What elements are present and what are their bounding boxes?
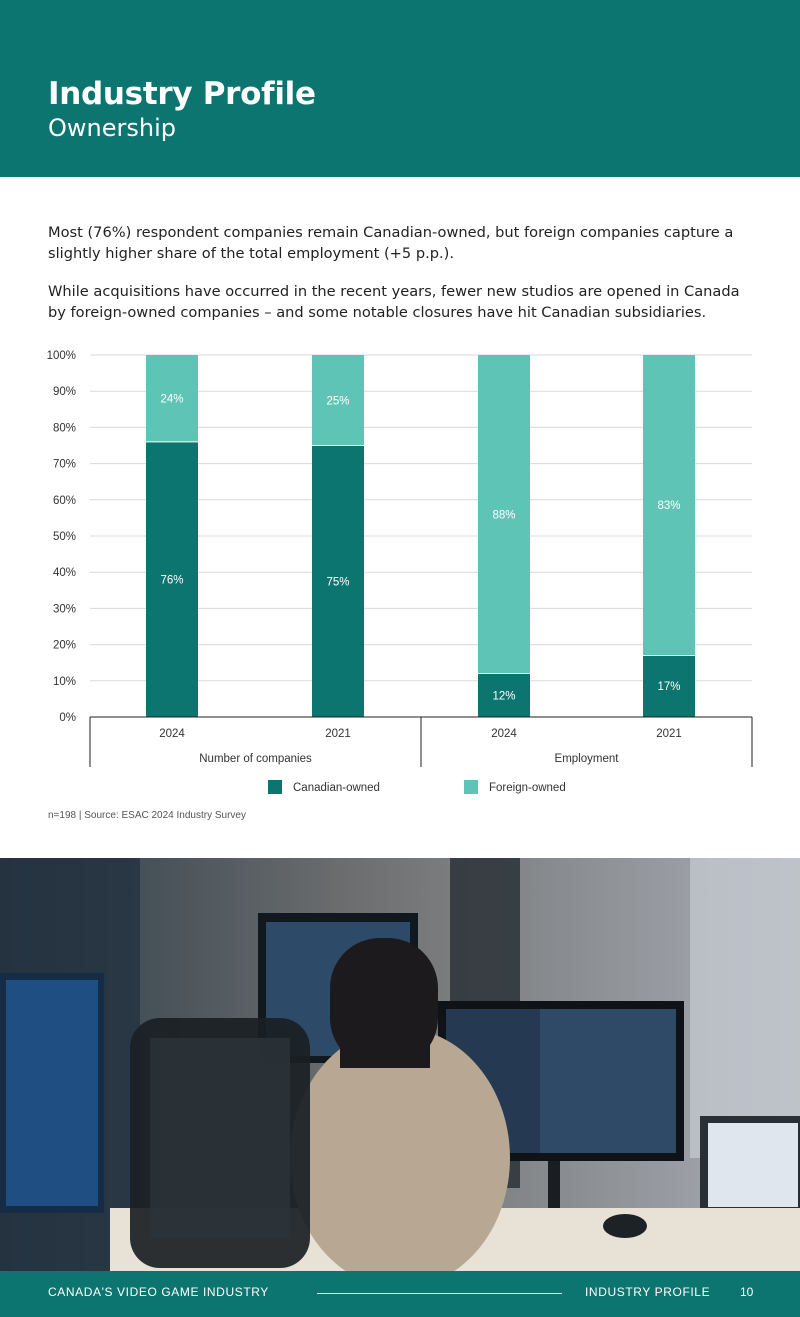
data-label-foreign-owned: 25% <box>326 395 349 407</box>
ownership-chart: 0% 10% 20% 30% 40% 50% 60% 70% 80% 90% 100% 76% 24% 2… <box>47 350 753 794</box>
y-tick-label: 10% <box>53 676 76 688</box>
footer-divider <box>317 1293 562 1294</box>
data-label-foreign-owned: 88% <box>492 509 515 521</box>
y-tick-label: 70% <box>53 459 76 471</box>
y-tick-label: 50% <box>53 531 76 543</box>
bar-foreign-owned <box>478 355 530 674</box>
intro-paragraph-2: While acquisitions have occurred in the … <box>48 283 740 321</box>
page-title: Industry Profile <box>48 76 316 112</box>
bar-canadian-owned <box>312 445 364 717</box>
source-note: n=198 | Source: ESAC 2024 Industry Surve… <box>48 810 246 821</box>
bar-foreign-owned <box>643 355 695 656</box>
y-tick-label: 0% <box>59 712 76 724</box>
intro-paragraph-1: Most (76%) respondent companies remain C… <box>48 224 734 262</box>
bar-foreign-owned <box>146 355 198 442</box>
page-number: 10 <box>740 1285 754 1299</box>
data-label-foreign-owned: 83% <box>657 500 680 512</box>
x-tick-label: 2021 <box>325 728 351 740</box>
bar-foreign-owned <box>312 355 364 446</box>
legend-label: Foreign-owned <box>489 782 566 794</box>
group-label: Number of companies <box>199 753 312 765</box>
data-label-canadian-owned: 17% <box>657 681 680 693</box>
y-tick-label: 80% <box>53 422 76 434</box>
data-label-canadian-owned: 76% <box>160 574 183 586</box>
y-tick-label: 60% <box>53 495 76 507</box>
y-tick-label: 90% <box>53 386 76 398</box>
legend-swatch <box>268 780 282 794</box>
page-header: Industry Profile Ownership <box>0 0 800 177</box>
developer-at-desk-illustration <box>0 858 800 1271</box>
x-tick-label: 2021 <box>656 728 682 740</box>
data-label-canadian-owned: 75% <box>326 576 349 588</box>
y-tick-label: 40% <box>53 567 76 579</box>
legend-swatch <box>464 780 478 794</box>
bar-canadian-owned <box>643 655 695 717</box>
page-footer: CANADA'S VIDEO GAME INDUSTRY INDUSTRY PR… <box>0 1271 800 1317</box>
page-subtitle: Ownership <box>48 114 176 142</box>
bar-canadian-owned <box>146 441 198 717</box>
intro-text: Most (76%) respondent companies remain C… <box>48 222 758 340</box>
x-tick-label: 2024 <box>491 728 517 740</box>
footer-publication-title: CANADA'S VIDEO GAME INDUSTRY <box>48 1285 269 1299</box>
footer-section-title: INDUSTRY PROFILE <box>585 1285 711 1299</box>
y-tick-label: 20% <box>53 640 76 652</box>
legend-label: Canadian-owned <box>293 782 380 794</box>
y-tick-label: 30% <box>53 603 76 615</box>
y-tick-label: 100% <box>47 350 76 362</box>
data-label-foreign-owned: 24% <box>160 393 183 405</box>
office-photo <box>0 858 800 1271</box>
bar-canadian-owned <box>478 673 530 717</box>
group-label: Employment <box>555 753 620 765</box>
data-label-canadian-owned: 12% <box>492 690 515 702</box>
x-tick-label: 2024 <box>159 728 185 740</box>
